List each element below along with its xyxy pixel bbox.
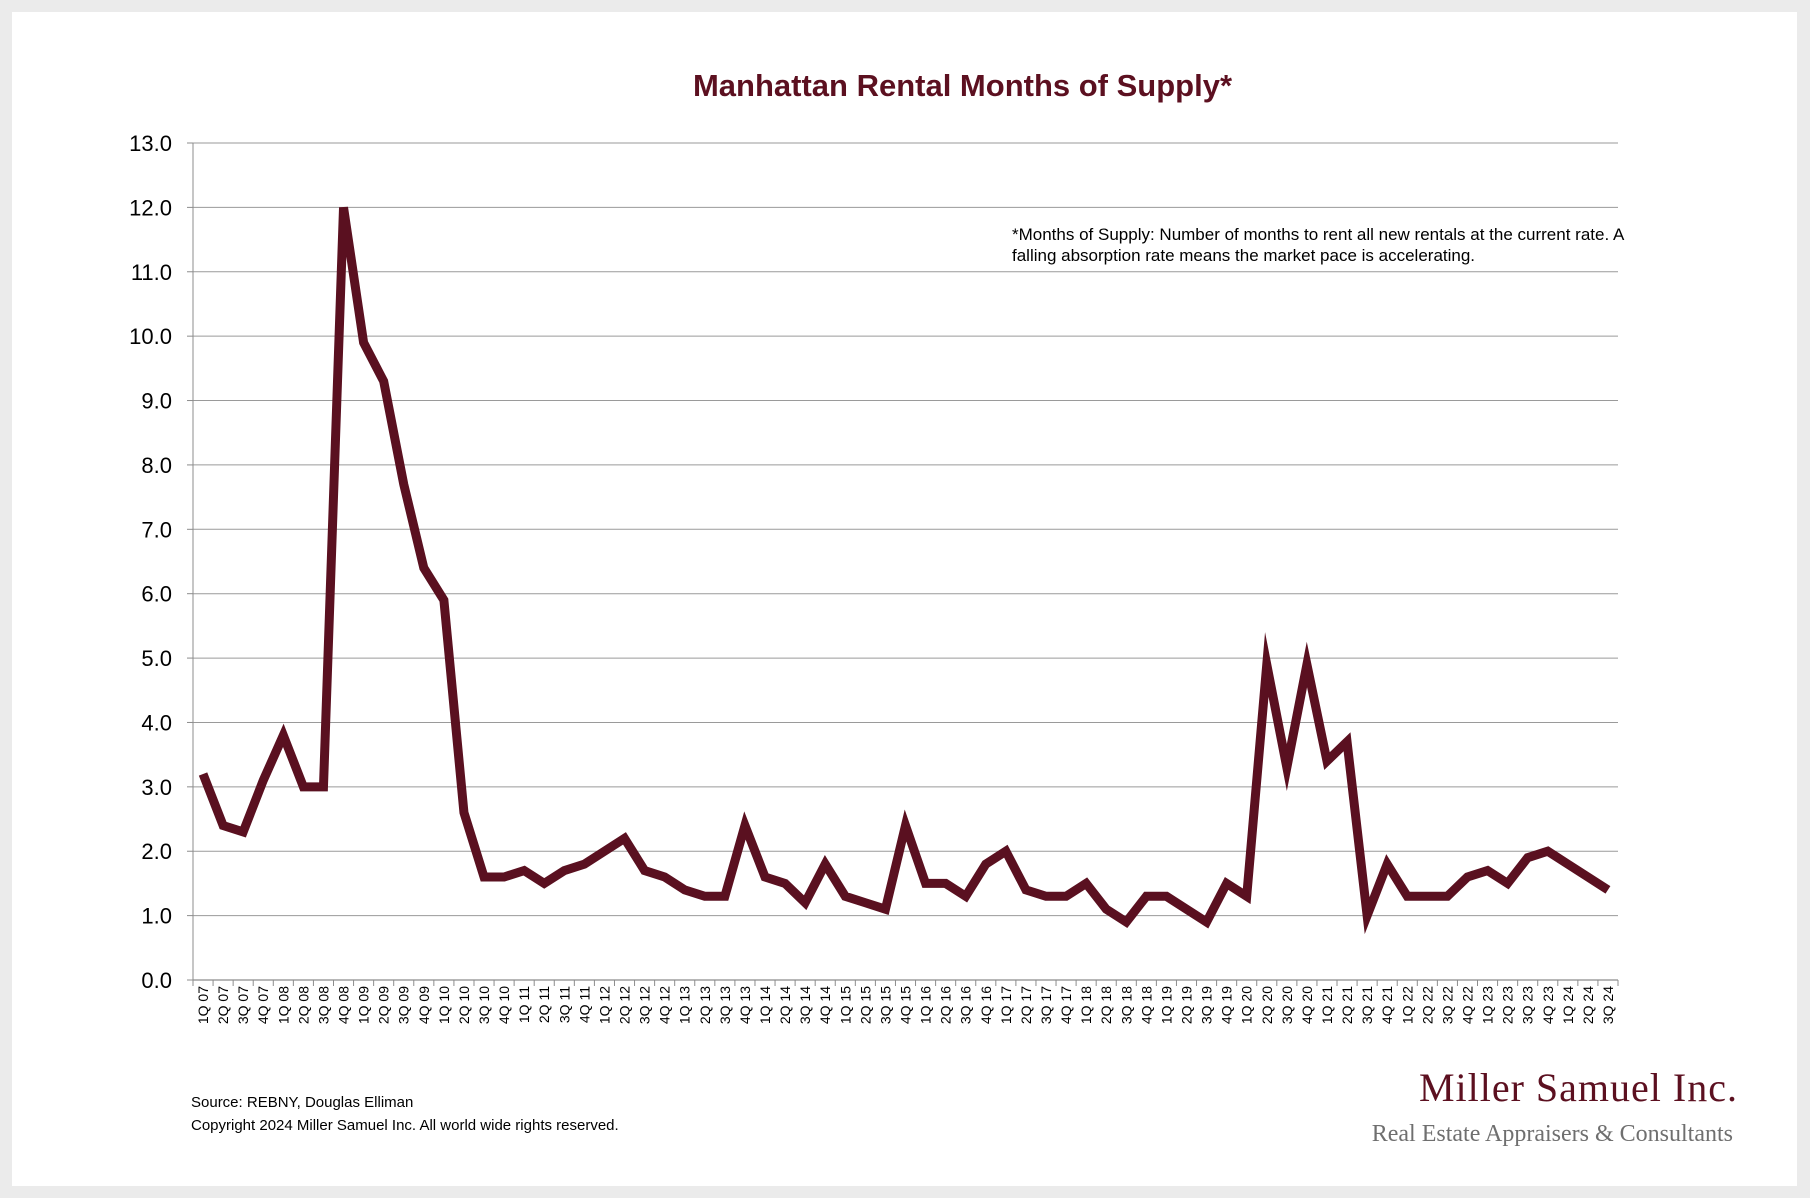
- x-tick-label: 4Q 17: [1058, 986, 1074, 1024]
- x-tick-label: 4Q 21: [1379, 986, 1395, 1024]
- x-tick-label: 4Q 16: [978, 986, 994, 1024]
- x-tick-label: 2Q 20: [1259, 986, 1275, 1024]
- x-tick-label: 2Q 12: [617, 986, 633, 1024]
- x-tick-label: 4Q 14: [817, 986, 833, 1024]
- chart-annotation: *Months of Supply: Number of months to r…: [1012, 225, 1624, 265]
- x-tick-label: 4Q 15: [898, 986, 914, 1024]
- y-tick-label: 12.0: [129, 195, 172, 220]
- chart-title: Manhattan Rental Months of Supply*: [692, 68, 1233, 103]
- x-tick-labels: 1Q 07 2Q 07 3Q 07 4Q 07 1Q 08 2Q 08 3Q 08 4Q 08…: [195, 986, 1616, 1024]
- x-tick-label: 2Q 23: [1500, 986, 1516, 1024]
- x-tick-label: 3Q 09: [396, 986, 412, 1024]
- x-tick-label: 3Q 24: [1600, 986, 1616, 1024]
- x-tick-label: 1Q 13: [677, 986, 693, 1024]
- y-tick-label: 10.0: [129, 324, 172, 349]
- x-tick-label: 1Q 17: [998, 986, 1014, 1024]
- x-tick-label: 4Q 10: [496, 986, 512, 1024]
- x-tick-label: 3Q 08: [315, 986, 331, 1024]
- y-tick-label: 5.0: [141, 646, 172, 671]
- x-tick-label: 2Q 21: [1339, 986, 1355, 1024]
- x-tick-label: 4Q 09: [416, 986, 432, 1024]
- x-tick-label: 4Q 18: [1138, 986, 1154, 1024]
- x-tick-label: 2Q 13: [697, 986, 713, 1024]
- x-tick-label: 3Q 10: [476, 986, 492, 1024]
- x-tick-label: 1Q 20: [1239, 986, 1255, 1024]
- source-note: Source: REBNY, Douglas Elliman: [191, 1094, 414, 1111]
- x-tick-label: 3Q 22: [1439, 986, 1455, 1024]
- y-tick-label: 7.0: [141, 517, 172, 542]
- x-tick-label: 3Q 11: [556, 986, 572, 1023]
- x-tick-label: 4Q 22: [1459, 986, 1475, 1024]
- y-tick-label: 0.0: [141, 968, 172, 993]
- x-tick-label: 3Q 12: [637, 986, 653, 1024]
- x-tick-label: 3Q 18: [1118, 986, 1134, 1024]
- x-tick-label: 4Q 07: [255, 986, 271, 1024]
- x-tick-label: 3Q 13: [717, 986, 733, 1024]
- x-tick-label: 2Q 08: [295, 986, 311, 1024]
- x-tick-label: 4Q 13: [737, 986, 753, 1024]
- x-tick-label: 1Q 24: [1560, 986, 1576, 1024]
- y-tick-label: 2.0: [141, 839, 172, 864]
- x-tick-label: 2Q 14: [777, 986, 793, 1024]
- x-tick-label: 1Q 07: [195, 986, 211, 1024]
- series-layer: [198, 206, 1611, 935]
- y-tick-label: 4.0: [141, 710, 172, 735]
- copyright-note: Copyright 2024 Miller Samuel Inc. All wo…: [191, 1117, 619, 1134]
- y-tick-label: 13.0: [129, 131, 172, 156]
- x-tick-label: 4Q 11: [576, 986, 592, 1023]
- x-tick-label: 2Q 17: [1018, 986, 1034, 1024]
- x-tick-label: 1Q 18: [1078, 986, 1094, 1024]
- x-tick-label: 2Q 09: [376, 986, 392, 1024]
- x-tick-label: 4Q 19: [1219, 986, 1235, 1024]
- company-tagline: Real Estate Appraisers & Consultants: [1371, 1121, 1733, 1147]
- x-tick-label: 2Q 15: [857, 986, 873, 1024]
- y-tick-label: 11.0: [131, 260, 172, 285]
- x-tick-label: 4Q 08: [336, 986, 352, 1024]
- y-tick-label: 8.0: [141, 453, 172, 478]
- x-tick-label: 3Q 20: [1279, 986, 1295, 1024]
- x-tick-label: 1Q 15: [837, 986, 853, 1024]
- x-tick-label: 2Q 19: [1178, 986, 1194, 1024]
- x-tick-label: 4Q 12: [657, 986, 673, 1024]
- axes: [187, 142, 1619, 986]
- x-tick-label: 2Q 24: [1580, 986, 1596, 1024]
- x-tick-label: 3Q 16: [958, 986, 974, 1024]
- x-tick-label: 1Q 10: [436, 986, 452, 1024]
- x-tick-label: 3Q 07: [235, 986, 251, 1024]
- y-tick-label: 9.0: [141, 389, 172, 414]
- x-tick-label: 1Q 16: [918, 986, 934, 1024]
- x-tick-label: 3Q 21: [1359, 986, 1375, 1024]
- x-tick-label: 4Q 20: [1299, 986, 1315, 1024]
- x-tick-label: 3Q 15: [877, 986, 893, 1024]
- x-tick-label: 1Q 09: [356, 986, 372, 1024]
- x-tick-label: 1Q 08: [275, 986, 291, 1024]
- x-tick-label: 1Q 23: [1480, 986, 1496, 1024]
- x-tick-label: 2Q 22: [1419, 986, 1435, 1024]
- x-tick-label: 2Q 16: [938, 986, 954, 1024]
- y-tick-label: 3.0: [141, 775, 172, 800]
- gridlines: [193, 142, 1618, 917]
- x-tick-label: 3Q 14: [797, 986, 813, 1024]
- x-tick-label: 1Q 22: [1399, 986, 1415, 1024]
- y-tick-label: 1.0: [141, 904, 172, 929]
- series-line-months-of-supply: [198, 206, 1611, 935]
- x-tick-label: 3Q 17: [1038, 986, 1054, 1024]
- y-tick-labels: 0.0 1.0 2.0 3.0 4.0 5.0 6.0 7.0 8.0 9.0 10.0 11.0 12…: [129, 131, 172, 993]
- y-tick-label: 6.0: [141, 582, 172, 607]
- x-tick-label: 2Q 11: [536, 986, 552, 1023]
- x-tick-label: 1Q 21: [1319, 986, 1335, 1024]
- x-tick-label: 1Q 14: [757, 986, 773, 1024]
- x-tick-label: 1Q 19: [1158, 986, 1174, 1024]
- x-tick-label: 2Q 10: [456, 986, 472, 1024]
- x-tick-label: 2Q 07: [215, 986, 231, 1024]
- x-tick-label: 4Q 23: [1540, 986, 1556, 1024]
- x-tick-label: 2Q 18: [1098, 986, 1114, 1024]
- x-tick-label: 3Q 23: [1520, 986, 1536, 1024]
- x-tick-label: 3Q 19: [1199, 986, 1215, 1024]
- company-logo: Miller Samuel Inc.: [1418, 1065, 1738, 1110]
- x-tick-label: 1Q 12: [596, 986, 612, 1024]
- x-tick-label: 1Q 11: [516, 986, 532, 1023]
